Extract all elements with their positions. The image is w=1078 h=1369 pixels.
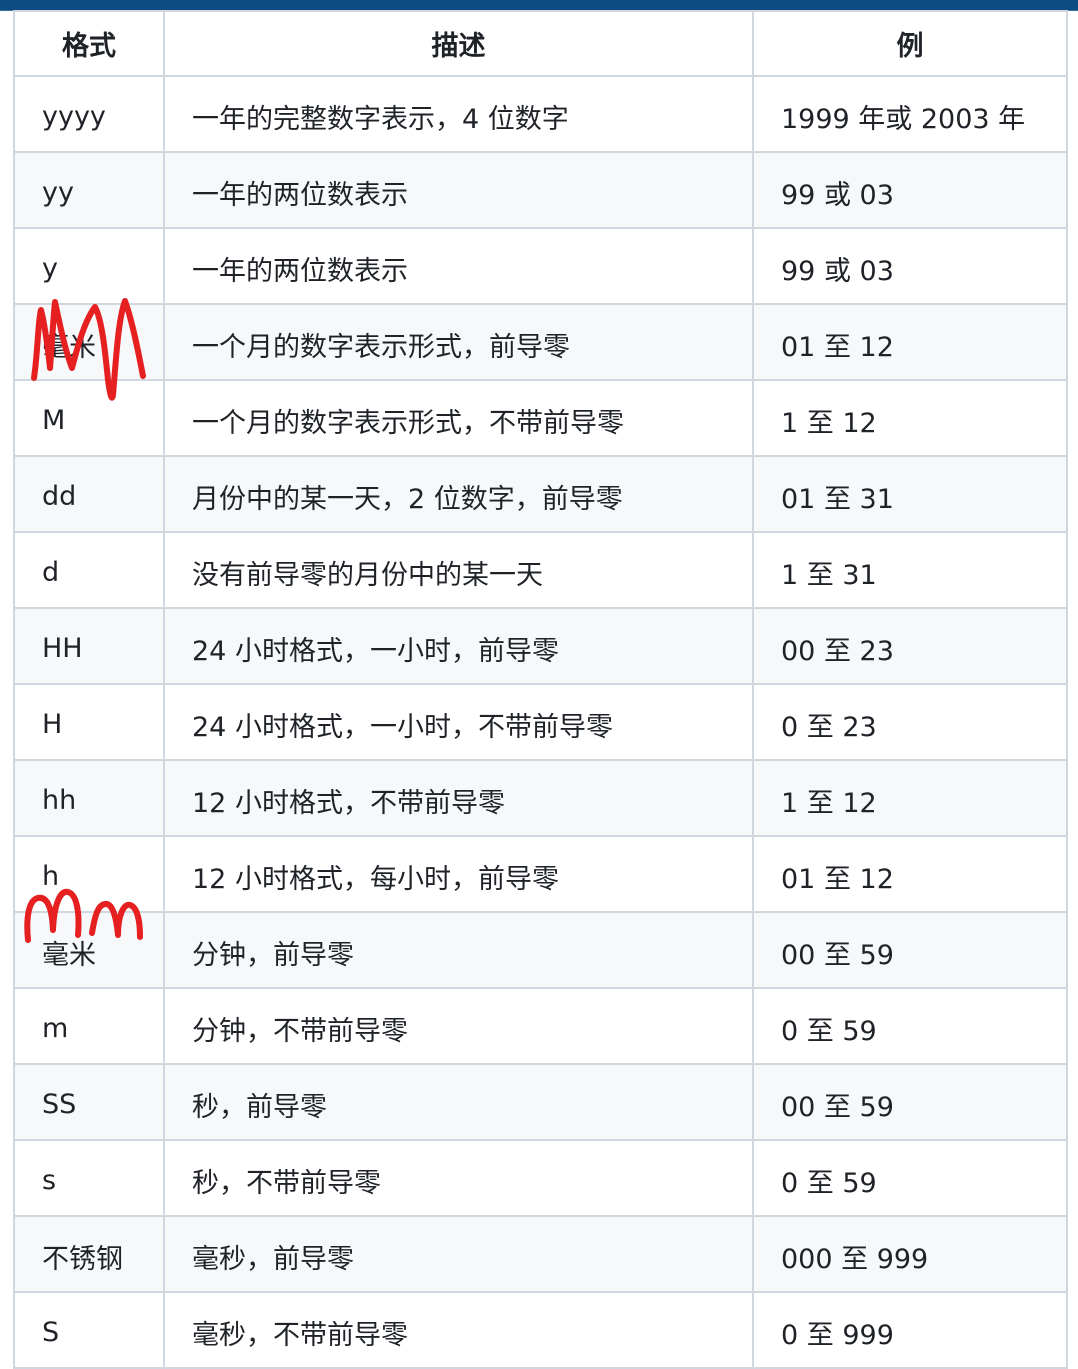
table-row: 毫米 一个月的数字表示形式，前导零 01 至 12: [13, 303, 1068, 381]
cell-format: H: [13, 683, 165, 761]
cell-description: 一年的完整数字表示，4 位数字: [163, 75, 754, 153]
cell-format: h: [13, 835, 165, 913]
cell-format: S: [13, 1291, 165, 1369]
table-row: hh 12 小时格式，不带前导零 1 至 12: [13, 759, 1068, 837]
cell-format: yy: [13, 151, 165, 229]
cell-format: 毫米: [13, 911, 165, 989]
table-row: m 分钟，不带前导零 0 至 59: [13, 987, 1068, 1065]
header-row: 格式 描述 例: [13, 10, 1068, 77]
cell-example: 01 至 31: [752, 455, 1068, 533]
cell-description: 秒，前导零: [163, 1063, 754, 1141]
cell-format: dd: [13, 455, 165, 533]
cell-description: 24 小时格式，一小时，不带前导零: [163, 683, 754, 761]
cell-example: 0 至 59: [752, 987, 1068, 1065]
cell-example: 1 至 12: [752, 379, 1068, 457]
cell-example: 01 至 12: [752, 835, 1068, 913]
cell-format: 不锈钢: [13, 1215, 165, 1293]
cell-example: 1999 年或 2003 年: [752, 75, 1068, 153]
cell-description: 没有前导零的月份中的某一天: [163, 531, 754, 609]
cell-description: 一年的两位数表示: [163, 151, 754, 229]
table-row: yy 一年的两位数表示 99 或 03: [13, 151, 1068, 229]
cell-example: 1 至 12: [752, 759, 1068, 837]
table-row: SS 秒，前导零 00 至 59: [13, 1063, 1068, 1141]
cell-format: y: [13, 227, 165, 305]
cell-description: 12 小时格式，每小时，前导零: [163, 835, 754, 913]
cell-description: 一年的两位数表示: [163, 227, 754, 305]
cell-description: 24 小时格式，一小时，前导零: [163, 607, 754, 685]
table-row: 不锈钢 毫秒，前导零 000 至 999: [13, 1215, 1068, 1293]
cell-description: 一个月的数字表示形式，不带前导零: [163, 379, 754, 457]
cell-example: 1 至 31: [752, 531, 1068, 609]
cell-format: m: [13, 987, 165, 1065]
header-description: 描述: [163, 10, 754, 77]
cell-description: 毫秒，不带前导零: [163, 1291, 754, 1369]
cell-example: 00 至 23: [752, 607, 1068, 685]
cell-description: 分钟，前导零: [163, 911, 754, 989]
cell-format: s: [13, 1139, 165, 1217]
cell-example: 0 至 999: [752, 1291, 1068, 1369]
date-format-table: 格式 描述 例 yyyy 一年的完整数字表示，4 位数字 1999 年或 2003 …: [13, 10, 1068, 1369]
cell-example: 0 至 23: [752, 683, 1068, 761]
cell-example: 0 至 59: [752, 1139, 1068, 1217]
cell-description: 月份中的某一天，2 位数字，前导零: [163, 455, 754, 533]
table-row: h 12 小时格式，每小时，前导零 01 至 12: [13, 835, 1068, 913]
table-row: 毫米 分钟，前导零 00 至 59: [13, 911, 1068, 989]
table-row: y 一年的两位数表示 99 或 03: [13, 227, 1068, 305]
cell-format: d: [13, 531, 165, 609]
table-row: HH 24 小时格式，一小时，前导零 00 至 23: [13, 607, 1068, 685]
header-format: 格式: [13, 10, 165, 77]
cell-description: 12 小时格式，不带前导零: [163, 759, 754, 837]
table-row: dd 月份中的某一天，2 位数字，前导零 01 至 31: [13, 455, 1068, 533]
table-row: H 24 小时格式，一小时，不带前导零 0 至 23: [13, 683, 1068, 761]
cell-description: 毫秒，前导零: [163, 1215, 754, 1293]
cell-format: M: [13, 379, 165, 457]
cell-example: 000 至 999: [752, 1215, 1068, 1293]
cell-description: 秒，不带前导零: [163, 1139, 754, 1217]
cell-description: 一个月的数字表示形式，前导零: [163, 303, 754, 381]
cell-description: 分钟，不带前导零: [163, 987, 754, 1065]
table-row: d 没有前导零的月份中的某一天 1 至 31: [13, 531, 1068, 609]
cell-format: HH: [13, 607, 165, 685]
cell-example: 01 至 12: [752, 303, 1068, 381]
table-row: S 毫秒，不带前导零 0 至 999: [13, 1291, 1068, 1369]
cell-example: 00 至 59: [752, 911, 1068, 989]
cell-example: 00 至 59: [752, 1063, 1068, 1141]
cell-format: SS: [13, 1063, 165, 1141]
table-row: yyyy 一年的完整数字表示，4 位数字 1999 年或 2003 年: [13, 75, 1068, 153]
cell-format: yyyy: [13, 75, 165, 153]
cell-format: hh: [13, 759, 165, 837]
cell-example: 99 或 03: [752, 151, 1068, 229]
cell-example: 99 或 03: [752, 227, 1068, 305]
table-row: s 秒，不带前导零 0 至 59: [13, 1139, 1068, 1217]
cell-format: 毫米: [13, 303, 165, 381]
table-row: M 一个月的数字表示形式，不带前导零 1 至 12: [13, 379, 1068, 457]
header-example: 例: [752, 10, 1068, 77]
